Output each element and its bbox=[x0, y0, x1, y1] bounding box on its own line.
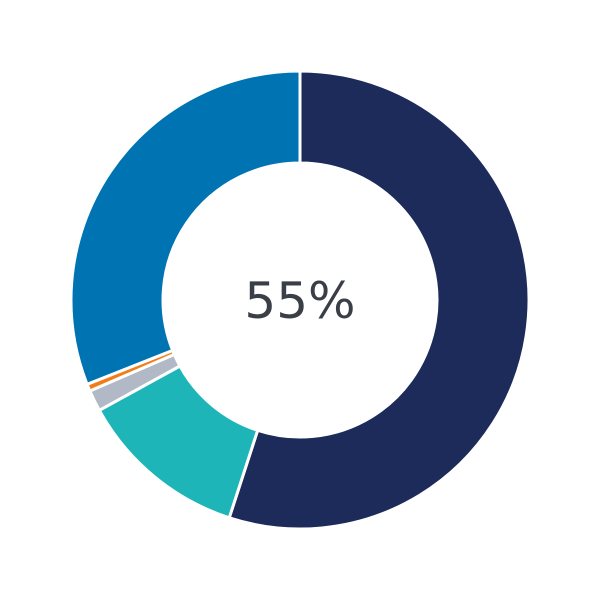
slices bbox=[69, 69, 531, 531]
donut-slice-5 bbox=[69, 69, 302, 387]
donut-slice-1 bbox=[227, 69, 531, 531]
center-label: 55% bbox=[244, 272, 355, 330]
